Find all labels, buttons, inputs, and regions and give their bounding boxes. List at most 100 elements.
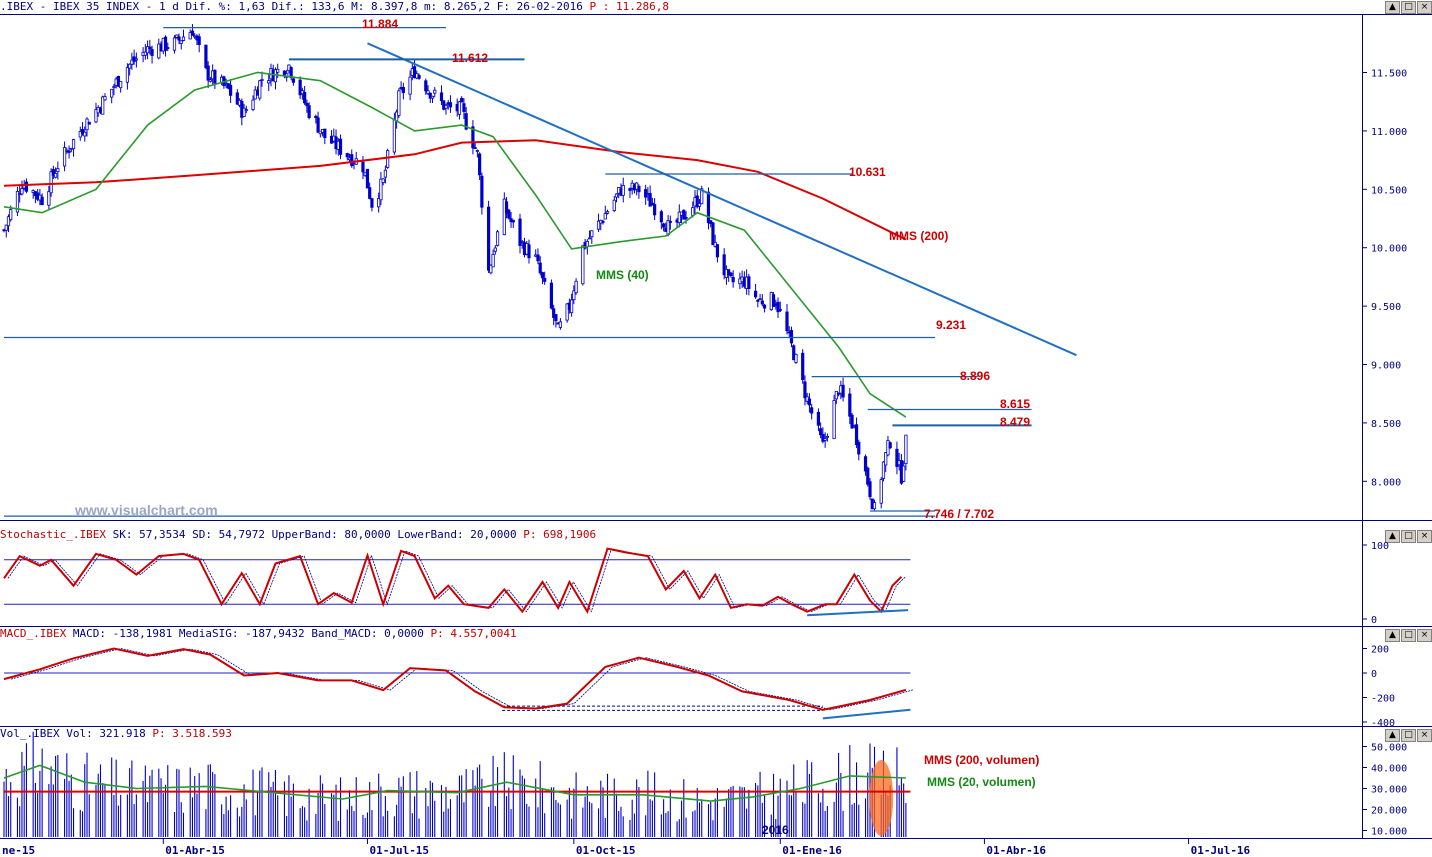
volume-header: Vol_.IBEX Vol: 321.918 P: 3.518.593 (0, 727, 900, 741)
date-tick-label: 01-Jul-15 (369, 844, 429, 857)
macd-restore-button[interactable]: □ (1401, 629, 1416, 642)
candle-body (747, 276, 751, 289)
candle-body (778, 309, 782, 311)
stoch-tick-label: 100 (1371, 541, 1389, 552)
macd-line (3, 647, 907, 711)
candle-body (298, 79, 302, 96)
macd-maximize-button[interactable]: ▲ (1385, 629, 1400, 642)
candle-body (428, 92, 432, 99)
candle-body (112, 86, 116, 89)
candle-body (653, 204, 657, 216)
candle-body (603, 213, 607, 220)
candle-body (572, 290, 576, 301)
volume-panel[interactable] (3, 731, 911, 837)
macd-value: -138,1981 (112, 627, 173, 640)
macd-band: 0,0000 (384, 627, 424, 640)
candle-body (511, 219, 515, 223)
candle-body (803, 381, 807, 399)
price-panel[interactable] (2, 24, 1077, 517)
candle-body (49, 171, 53, 194)
stoch-maximize-button[interactable]: ▲ (1385, 530, 1400, 543)
candle-body (197, 36, 201, 45)
candle-body (47, 191, 51, 206)
maximize-button[interactable]: ▲ (1385, 1, 1400, 14)
macd-header: MACD_.IBEX MACD: -138,1981 MediaSIG: -18… (0, 627, 1380, 641)
candle-body (848, 393, 852, 417)
candle-body (605, 211, 610, 214)
candle-body (71, 139, 76, 150)
candle-body (590, 230, 594, 238)
stoch-p: 698,1906 (543, 528, 597, 541)
candle-body (695, 195, 699, 208)
restore-button[interactable]: □ (1401, 1, 1416, 14)
candle-body (386, 150, 390, 168)
period: 1 d (158, 0, 179, 13)
candle-body (478, 153, 482, 176)
candle-body (527, 244, 531, 259)
candle-body (119, 80, 123, 89)
candle-body (816, 411, 821, 426)
candle-body (20, 188, 24, 195)
candle-body (471, 126, 475, 149)
level-label-11884: 11.884 (362, 17, 398, 31)
watermark: www.visualchart.com (74, 502, 218, 518)
stoch-divergence-line (807, 609, 909, 617)
candle-body (504, 201, 509, 214)
stoch-window-buttons: ▲ □ × (1385, 530, 1432, 543)
candle-body (444, 104, 448, 109)
vol-maximize-button[interactable]: ▲ (1385, 729, 1400, 742)
candle-body (601, 221, 605, 223)
candle-body (242, 107, 246, 117)
level-label-7746: 7.746 / 7.702 (924, 507, 994, 521)
vol-restore-button[interactable]: □ (1401, 729, 1416, 742)
candle-body (612, 199, 616, 211)
candle-body (731, 276, 735, 283)
stochastic-panel[interactable] (3, 547, 911, 617)
level-label-8479: 8.479 (1000, 415, 1030, 429)
candle-body (260, 79, 264, 81)
candle-body (628, 188, 632, 191)
candle-body (439, 92, 444, 102)
dif-value: 133,6 (311, 0, 345, 13)
candle-body (888, 442, 892, 449)
date-tick-label: ne-15 (2, 844, 35, 857)
stoch-sk: 57,3534 (139, 528, 186, 541)
p-value: 11.286,8 (616, 0, 670, 13)
stoch-restore-button[interactable]: □ (1401, 530, 1416, 543)
candle-body (565, 303, 569, 321)
macd-panel[interactable] (3, 647, 914, 720)
level-label-8896: 8.896 (960, 369, 990, 383)
candle-body (850, 414, 854, 429)
candle-body (834, 390, 838, 400)
candle-body (872, 502, 877, 510)
dif-pct-value: 1,63 (238, 0, 265, 13)
stoch-tick-label: 0 (1371, 615, 1377, 626)
candle-body (24, 181, 29, 192)
candle-body (895, 448, 899, 467)
candle-body (204, 44, 208, 68)
candle-body (78, 131, 82, 138)
macd-tick-label: -200 (1371, 694, 1395, 705)
date-tick-label: 01-Ene-16 (782, 844, 842, 857)
candle-body (729, 272, 733, 277)
candle-body (587, 237, 592, 240)
candle-body (825, 435, 829, 438)
candle-body (668, 221, 672, 223)
candle-body (54, 173, 58, 178)
level-label-10631: 10.631 (849, 165, 886, 179)
candle-body (6, 216, 11, 227)
candle-body (727, 269, 731, 276)
candle-body (637, 186, 641, 193)
candle-body (412, 66, 417, 79)
candle-body (489, 264, 493, 274)
candle-body (700, 188, 704, 205)
candle-body (464, 113, 468, 130)
candle-body (549, 282, 554, 309)
candle-body (101, 96, 105, 115)
candle-body (235, 92, 239, 105)
stoch-sd: 54,7972 (218, 528, 265, 541)
candle-body (552, 308, 556, 318)
stoch-lower: 20,0000 (470, 528, 517, 541)
candle-body (179, 40, 183, 44)
